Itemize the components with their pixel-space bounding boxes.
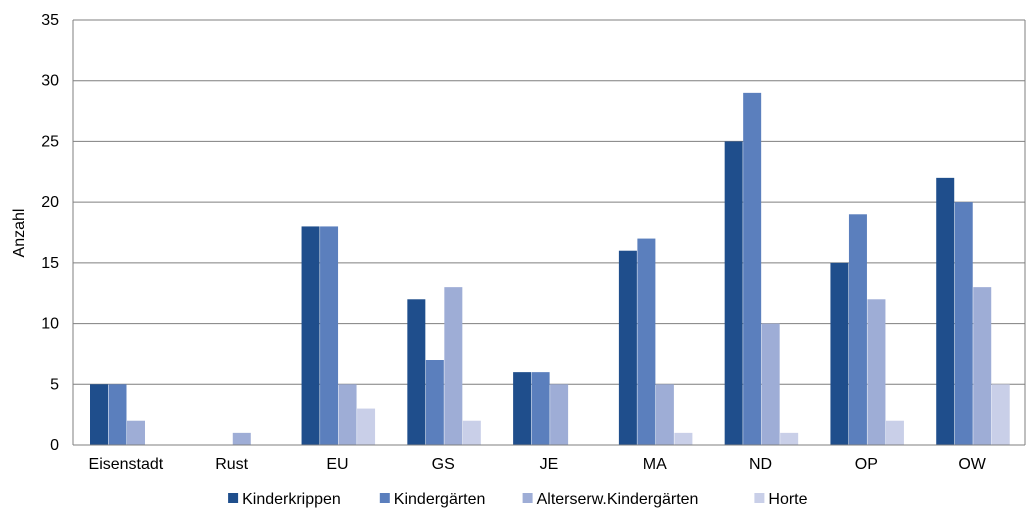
x-tick-label: EU (326, 456, 348, 473)
bar (127, 420, 145, 445)
bar (655, 384, 674, 445)
bar (407, 299, 426, 445)
x-tick-label: OW (958, 456, 986, 473)
bar (232, 432, 251, 445)
x-tick-labels: Eisenstadt Rust EU GS JE MA ND OP OW (89, 456, 987, 473)
bar (301, 226, 320, 445)
axes (72, 20, 1026, 446)
bar (830, 262, 849, 445)
x-tick-label: GS (432, 456, 455, 473)
bar (743, 92, 762, 445)
bar (885, 420, 904, 445)
legend-label: Kindergärten (394, 491, 486, 508)
bar (618, 250, 637, 445)
y-axis-label: Anzahl (11, 209, 28, 258)
legend-label: Alterserw.Kindergärten (537, 491, 699, 508)
bar (780, 432, 799, 445)
bar (444, 287, 463, 445)
y-tick-label: 0 (50, 437, 59, 454)
legend-swatch (754, 493, 765, 503)
bar (357, 408, 376, 445)
bar (954, 202, 973, 445)
y-tick-label: 35 (41, 12, 59, 29)
bar (108, 384, 127, 445)
legend-label: Kinderkrippen (242, 491, 341, 508)
legend: Kinderkrippen Kindergärten Alterserw.Kinde… (228, 491, 808, 508)
y-tick-label: 30 (41, 73, 59, 90)
bar (991, 384, 1010, 445)
y-tick-labels: 0 5 10 15 20 25 30 35 (41, 12, 59, 454)
bar (462, 420, 481, 445)
bar (90, 384, 108, 445)
bar (320, 226, 339, 445)
y-tick-label: 5 (50, 376, 59, 393)
bar (867, 299, 886, 445)
bar (936, 177, 955, 445)
x-tick-label: MA (643, 456, 667, 473)
bar (973, 287, 992, 445)
x-tick-label: ND (749, 456, 772, 473)
bar (425, 360, 444, 445)
bar (513, 372, 532, 445)
legend-swatch (228, 493, 239, 503)
bar (724, 141, 743, 445)
y-tick-label: 25 (41, 133, 59, 150)
bar (637, 238, 656, 445)
legend-swatch (522, 493, 533, 503)
x-tick-label: Eisenstadt (89, 456, 164, 473)
x-tick-label: JE (540, 456, 559, 473)
bar (550, 384, 569, 445)
bar (674, 432, 693, 445)
x-tick-label: Rust (215, 456, 248, 473)
bar (531, 372, 550, 445)
bar (761, 323, 780, 445)
legend-swatch (379, 493, 390, 503)
bar (338, 384, 357, 445)
legend-label: Horte (768, 491, 807, 508)
y-tick-label: 20 (41, 194, 59, 211)
x-tick-label: OP (855, 456, 878, 473)
gridlines (73, 19, 1025, 446)
y-tick-label: 10 (41, 316, 59, 333)
bars (90, 92, 1010, 445)
y-tick-label: 15 (41, 255, 59, 272)
bar (848, 214, 867, 445)
